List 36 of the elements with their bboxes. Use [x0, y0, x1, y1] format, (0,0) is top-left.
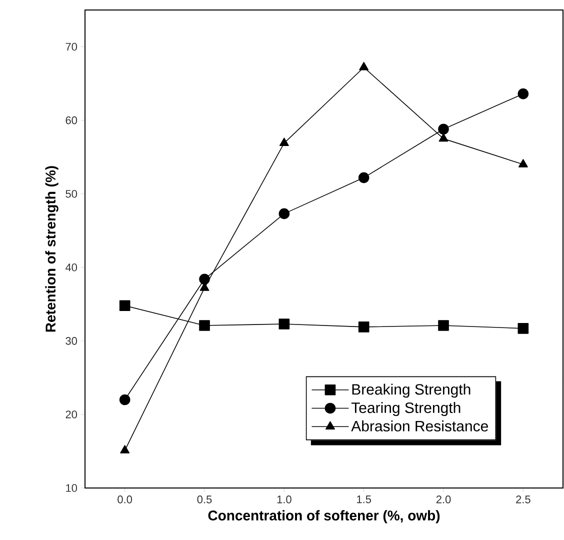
point [278, 318, 290, 330]
y-tick-label: 10 [66, 484, 78, 492]
x-tick-label: 0.0 [118, 496, 132, 504]
x-tick-label: 2.5 [516, 496, 530, 504]
y-tick-label: 40 [65, 264, 78, 272]
x-tick-label: 0.5 [197, 496, 212, 504]
legend-label: Tearing Strength [351, 402, 460, 416]
point [119, 300, 130, 312]
point [438, 124, 449, 135]
point [518, 88, 529, 100]
legend-label: Breaking Strength [352, 384, 470, 398]
point [359, 62, 369, 70]
point [200, 282, 210, 291]
point [518, 323, 529, 334]
point [119, 394, 130, 406]
point [278, 208, 290, 220]
point [199, 320, 210, 331]
point [120, 445, 130, 454]
point [438, 133, 448, 142]
y-tick-label: 50 [66, 190, 78, 198]
y-tick-label: 20 [66, 410, 78, 418]
y-axis-title: Retention of strength (%) [45, 166, 58, 332]
point [518, 159, 528, 168]
x-axis-title: Concentration of softener (%, owb) [208, 510, 440, 524]
y-tick-label: 30 [66, 337, 78, 345]
point [279, 138, 289, 146]
legend-label: Abrasion Resistance [351, 420, 488, 432]
point [358, 322, 370, 332]
y-tick-label: 70 [66, 42, 78, 51]
y-tick-label: 60 [66, 116, 78, 124]
x-tick-label: 1.0 [277, 496, 292, 504]
x-tick-label: 1.5 [357, 496, 372, 504]
x-tick-label: 2.0 [436, 496, 451, 504]
point [438, 320, 449, 331]
point [358, 172, 370, 184]
point [199, 274, 210, 285]
